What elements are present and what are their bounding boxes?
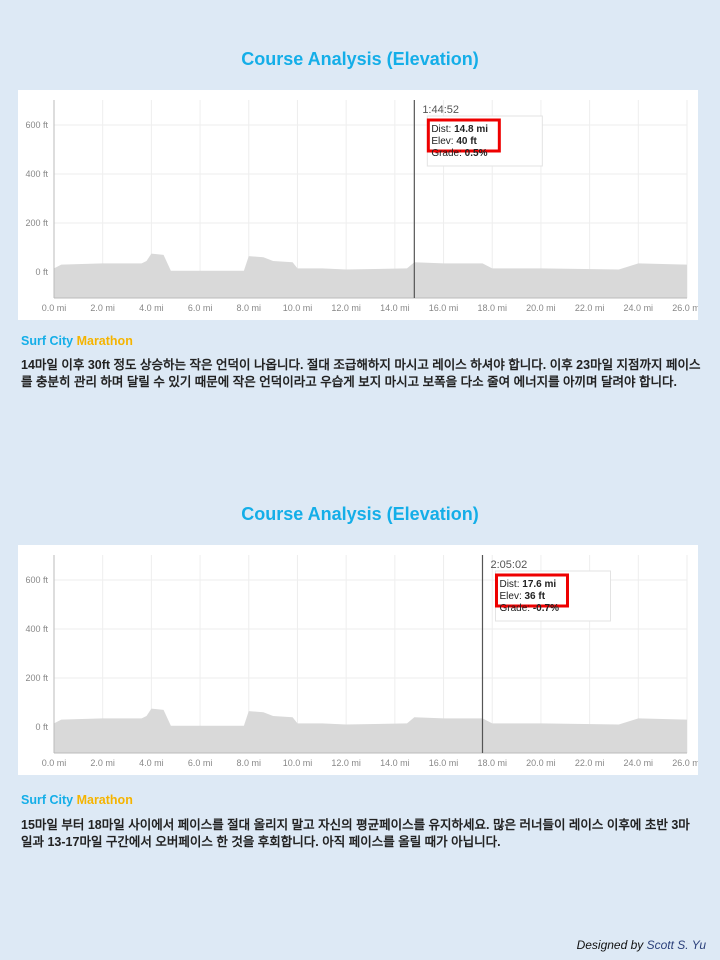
x-tick-label: 8.0 mi	[237, 758, 262, 768]
elevation-area	[54, 708, 687, 753]
y-tick-label: 400 ft	[25, 624, 48, 634]
x-tick-label: 16.0 mi	[429, 303, 459, 313]
x-tick-label: 24.0 mi	[624, 758, 654, 768]
subtitle-city: Surf City	[21, 334, 74, 348]
y-tick-label: 600 ft	[25, 120, 48, 130]
x-tick-label: 16.0 mi	[429, 758, 459, 768]
y-tick-label: 0 ft	[35, 267, 48, 277]
x-tick-label: 6.0 mi	[188, 303, 213, 313]
x-tick-label: 4.0 mi	[139, 303, 164, 313]
subtitle-marathon: Marathon	[76, 793, 133, 807]
credit: Designed by Scott S. Yu	[577, 938, 706, 952]
x-tick-label: 14.0 mi	[380, 303, 410, 313]
x-tick-label: 0.0 mi	[42, 303, 67, 313]
subtitle-marathon: Marathon	[76, 334, 133, 348]
x-tick-label: 18.0 mi	[477, 758, 507, 768]
x-tick-label: 26.0 mi	[672, 758, 698, 768]
elevation-chart-1[interactable]: 0 ft 200 ft 400 ft 600 ft 0.0 mi 2.0 mi 4.0 mi…	[18, 90, 698, 320]
y-tick-label: 600 ft	[25, 575, 48, 585]
race-subtitle: Surf City Marathon	[21, 334, 133, 348]
x-tick-label: 24.0 mi	[624, 303, 654, 313]
x-tick-label: 4.0 mi	[139, 758, 164, 768]
y-tick-label: 200 ft	[25, 673, 48, 683]
y-tick-label: 0 ft	[35, 722, 48, 732]
credit-name: Scott S. Yu	[646, 938, 706, 952]
x-tick-label: 8.0 mi	[237, 303, 262, 313]
race-subtitle: Surf City Marathon	[21, 793, 133, 807]
x-tick-label: 20.0 mi	[526, 758, 556, 768]
tooltip-row: Elev: 40 ft	[431, 136, 477, 147]
x-tick-label: 10.0 mi	[283, 303, 313, 313]
y-tick-label: 200 ft	[25, 218, 48, 228]
tooltip-box	[426, 115, 543, 167]
credit-prefix: Designed by	[576, 938, 647, 952]
subtitle-city: Surf City	[21, 793, 74, 807]
tooltip-box	[494, 570, 611, 622]
analysis-text: 15마일 부터 18마일 사이에서 페이스를 절대 올리지 말고 자신의 평균페…	[21, 818, 690, 849]
elevation-chart-2[interactable]: 0 ft 200 ft 400 ft 600 ft 0.0 mi 2.0 mi 4.0 mi…	[18, 545, 698, 775]
x-tick-label: 2.0 mi	[90, 758, 115, 768]
x-tick-label: 26.0 mi	[672, 303, 698, 313]
section-title: Course Analysis (Elevation)	[241, 504, 479, 524]
tooltip-row: Dist: 17.6 mi	[499, 579, 556, 590]
x-tick-label: 22.0 mi	[575, 758, 605, 768]
analysis-text: 14마일 이후 30ft 정도 상승하는 작은 언덕이 나옵니다. 절대 조급해…	[21, 358, 701, 389]
x-tick-label: 22.0 mi	[575, 303, 605, 313]
x-tick-label: 12.0 mi	[331, 758, 361, 768]
x-tick-label: 10.0 mi	[283, 758, 313, 768]
x-tick-label: 20.0 mi	[526, 303, 556, 313]
tooltip-row: Grade: 0.5%	[431, 148, 487, 159]
tooltip-time: 1:44:52	[422, 104, 459, 116]
highlight-box	[494, 573, 569, 608]
tooltip-row: Dist: 14.8 mi	[431, 124, 488, 135]
x-tick-label: 12.0 mi	[331, 303, 361, 313]
x-tick-label: 14.0 mi	[380, 758, 410, 768]
tooltip-row: Grade: -0.7%	[499, 603, 559, 614]
y-tick-label: 400 ft	[25, 169, 48, 179]
highlight-box	[426, 118, 501, 153]
tooltip-row: Elev: 36 ft	[499, 591, 545, 602]
elevation-area	[54, 253, 687, 298]
x-tick-label: 18.0 mi	[477, 303, 507, 313]
x-tick-label: 6.0 mi	[188, 758, 213, 768]
section-title: Course Analysis (Elevation)	[241, 49, 479, 69]
tooltip-time: 2:05:02	[490, 559, 527, 571]
x-tick-label: 2.0 mi	[90, 303, 115, 313]
x-tick-label: 0.0 mi	[42, 758, 67, 768]
